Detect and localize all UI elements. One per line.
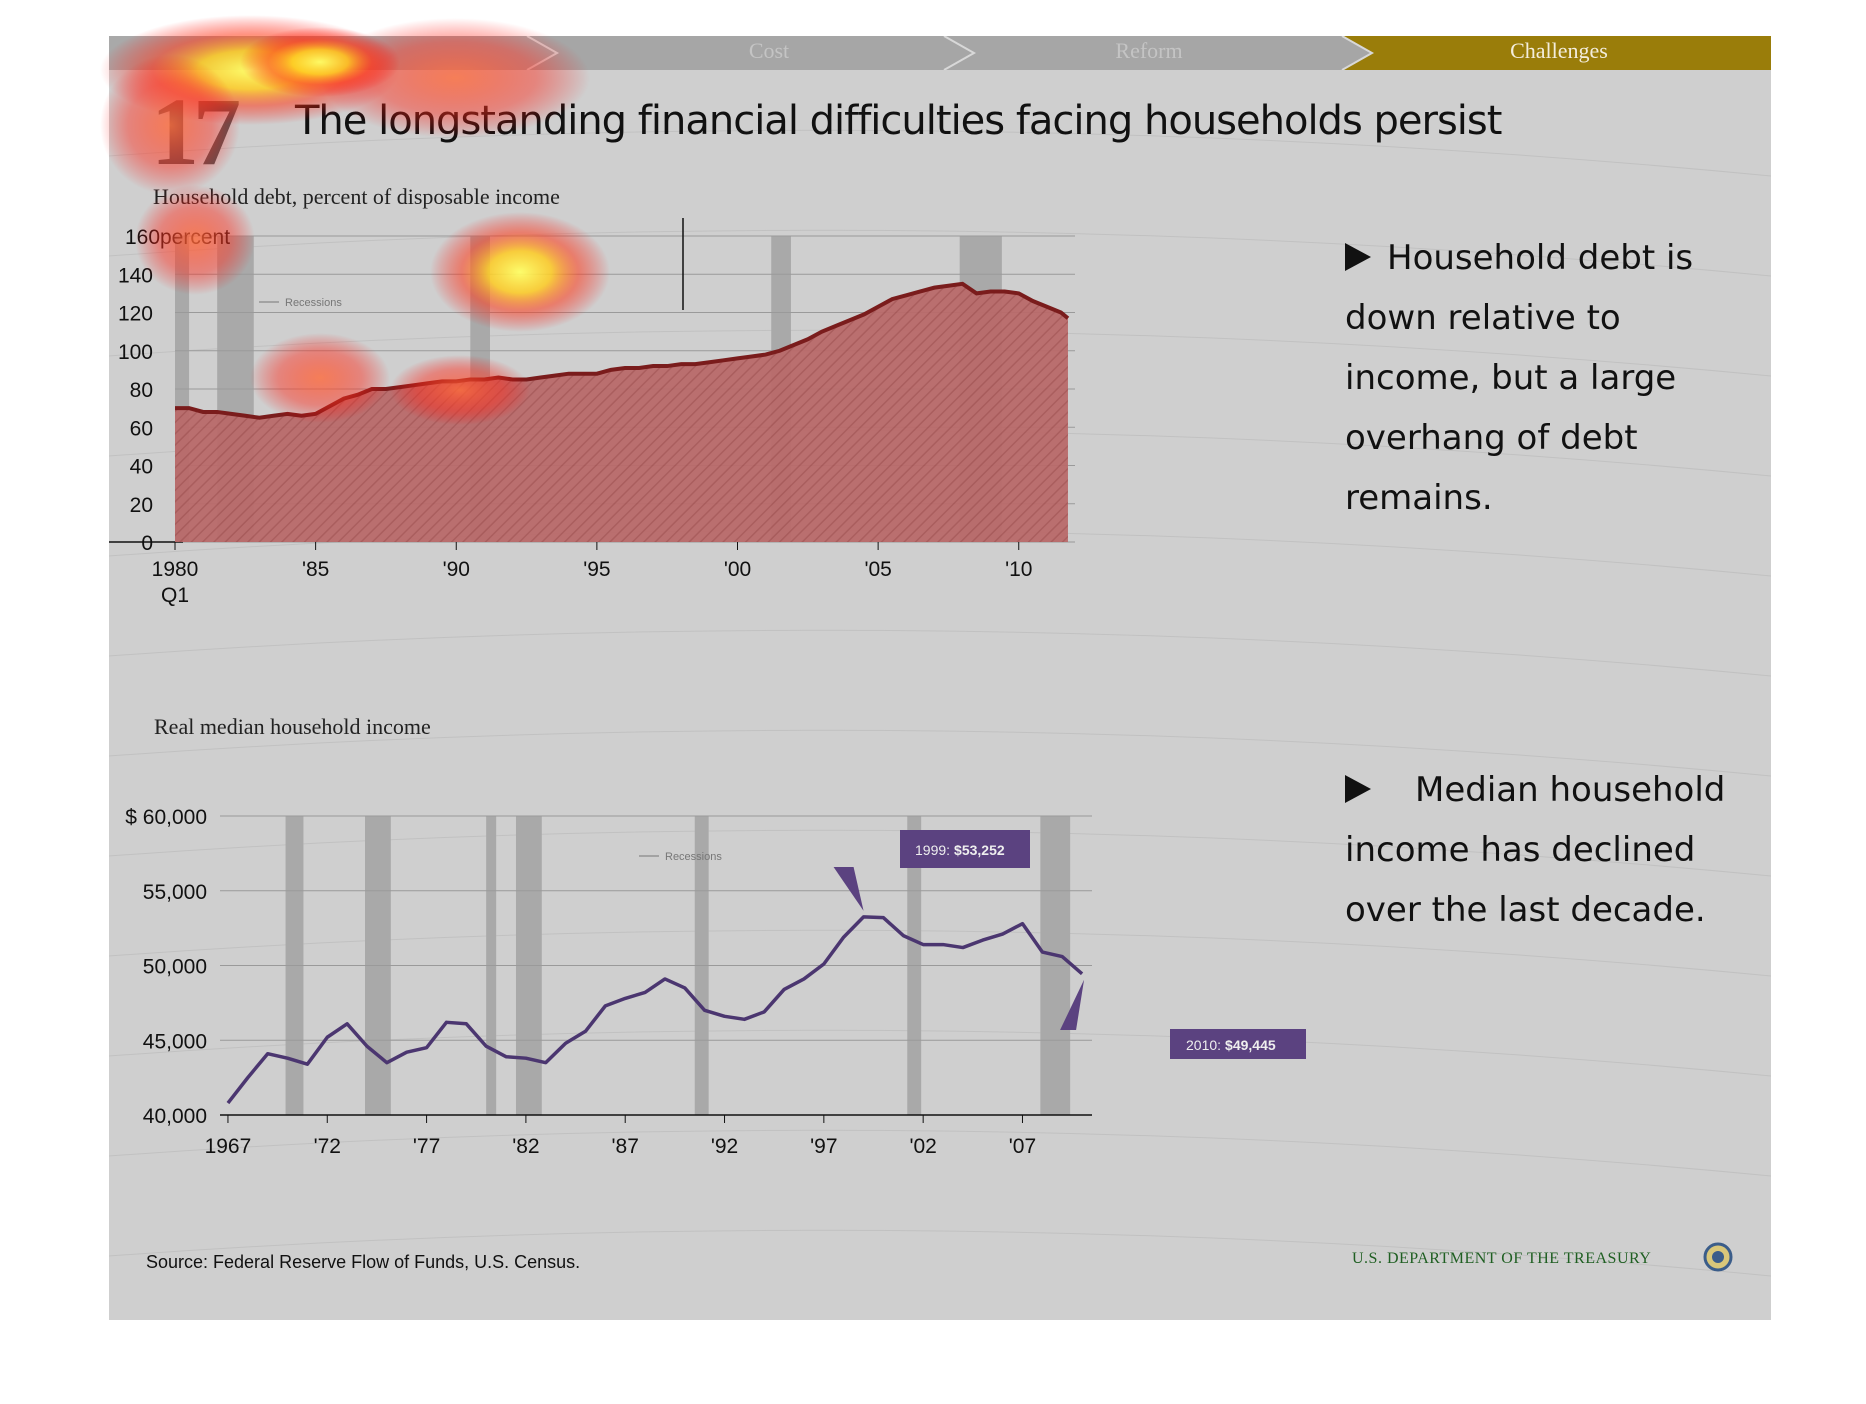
y-tick-label: 140 xyxy=(118,264,153,287)
nav-step-1-shape[interactable] xyxy=(109,36,557,70)
x-tick-label: 1980 xyxy=(152,558,199,581)
callout-1999: 1999: $53,252 xyxy=(915,842,1005,858)
callout-1999-year: 1999: xyxy=(915,842,950,858)
slide: Cost Reform Challenges 17 The longstandi… xyxy=(109,36,1771,1320)
y-tick-label: 60 xyxy=(130,417,153,440)
y-tick-label: 120 xyxy=(118,303,153,326)
section-nav: Cost Reform Challenges xyxy=(109,36,1771,71)
x-tick-label: '72 xyxy=(314,1135,341,1158)
legend-label: Recessions xyxy=(285,297,342,309)
income-chart-title: Real median household income xyxy=(154,714,431,739)
debt-area xyxy=(175,283,1068,542)
arrow-icon xyxy=(1345,775,1371,803)
y-tick-label: 20 xyxy=(130,494,153,517)
callout-2010-value: $49,445 xyxy=(1225,1037,1276,1053)
y-tick-label: 40,000 xyxy=(143,1105,207,1128)
y-tick-label: 40 xyxy=(130,456,153,479)
debt-note: Household debt is down relative to incom… xyxy=(1345,228,1745,528)
income-note-text: Median household income has declined ove… xyxy=(1345,770,1726,930)
arrow-icon xyxy=(1345,243,1371,271)
x-tick-label: '97 xyxy=(810,1135,837,1158)
y-tick-label: 55,000 xyxy=(143,881,207,904)
nav-step-2-shape[interactable] xyxy=(527,36,974,70)
treasury-seal-icon xyxy=(1703,1242,1733,1272)
slide-title: The longstanding financial difficulties … xyxy=(295,98,1502,144)
callout-2010-year: 2010: xyxy=(1186,1037,1221,1053)
agency-name: U.S. DEPARTMENT OF THE TREASURY xyxy=(1352,1250,1652,1267)
income-note: Median household income has declined ove… xyxy=(1345,760,1745,940)
income-line xyxy=(226,915,1084,1105)
source-note: Source: Federal Reserve Flow of Funds, U… xyxy=(146,1252,581,1272)
debt-note-text: Household debt is down relative to incom… xyxy=(1345,238,1694,518)
y-tick-label: $ 60,000 xyxy=(125,806,207,829)
legend-label: Recessions xyxy=(665,851,722,863)
y-tick-label: 100 xyxy=(118,341,153,364)
x-tick-label: '07 xyxy=(1009,1135,1036,1158)
x-tick-label: '85 xyxy=(302,558,329,581)
y-tick-label: 160 xyxy=(125,226,160,249)
y-tick-label: 80 xyxy=(130,379,153,402)
nav-step-4-shape[interactable] xyxy=(1342,36,1771,70)
income-chart: 40,000 45,000 50,000 55,000 $ 60,000 1967 '72 '… xyxy=(125,806,1306,1158)
y-tick-label: 0 xyxy=(141,532,153,555)
x-tick-label: '90 xyxy=(443,558,470,581)
nav-step-3-shape[interactable] xyxy=(944,36,1372,70)
callout-box-1999 xyxy=(900,830,1030,868)
x-tick-label: 1967 xyxy=(205,1135,252,1158)
y-tick-label: 45,000 xyxy=(143,1030,207,1053)
x-tick-label: '02 xyxy=(909,1135,936,1158)
nav-step-4-label[interactable]: Challenges xyxy=(1510,38,1608,63)
debt-chart: 0 20 40 60 80 100 120 140 160 percent 1980 Q1 '85 '90… xyxy=(109,218,1075,607)
x-tick-sublabel: Q1 xyxy=(161,584,189,607)
callout-box-2010 xyxy=(1170,1029,1306,1059)
callout-pointer xyxy=(833,867,864,911)
x-tick-label: '92 xyxy=(711,1135,738,1158)
nav-step-3-label[interactable]: Reform xyxy=(1115,38,1183,63)
x-tick-label: '77 xyxy=(413,1135,440,1158)
nav-step-2-label[interactable]: Cost xyxy=(748,38,790,63)
x-tick-label: '95 xyxy=(583,558,610,581)
callout-2010: 2010: $49,445 xyxy=(1186,1037,1276,1053)
slide-number: 17 xyxy=(151,78,241,185)
callout-1999-value: $53,252 xyxy=(954,842,1005,858)
x-tick-label: '05 xyxy=(864,558,891,581)
x-tick-label: '87 xyxy=(612,1135,639,1158)
debt-chart-title: Household debt, percent of disposable in… xyxy=(153,184,560,209)
x-tick-label: '00 xyxy=(724,558,751,581)
y-unit-label: percent xyxy=(160,226,230,249)
y-tick-label: 50,000 xyxy=(143,956,207,979)
x-tick-label: '10 xyxy=(1005,558,1032,581)
x-tick-label: '82 xyxy=(512,1135,539,1158)
